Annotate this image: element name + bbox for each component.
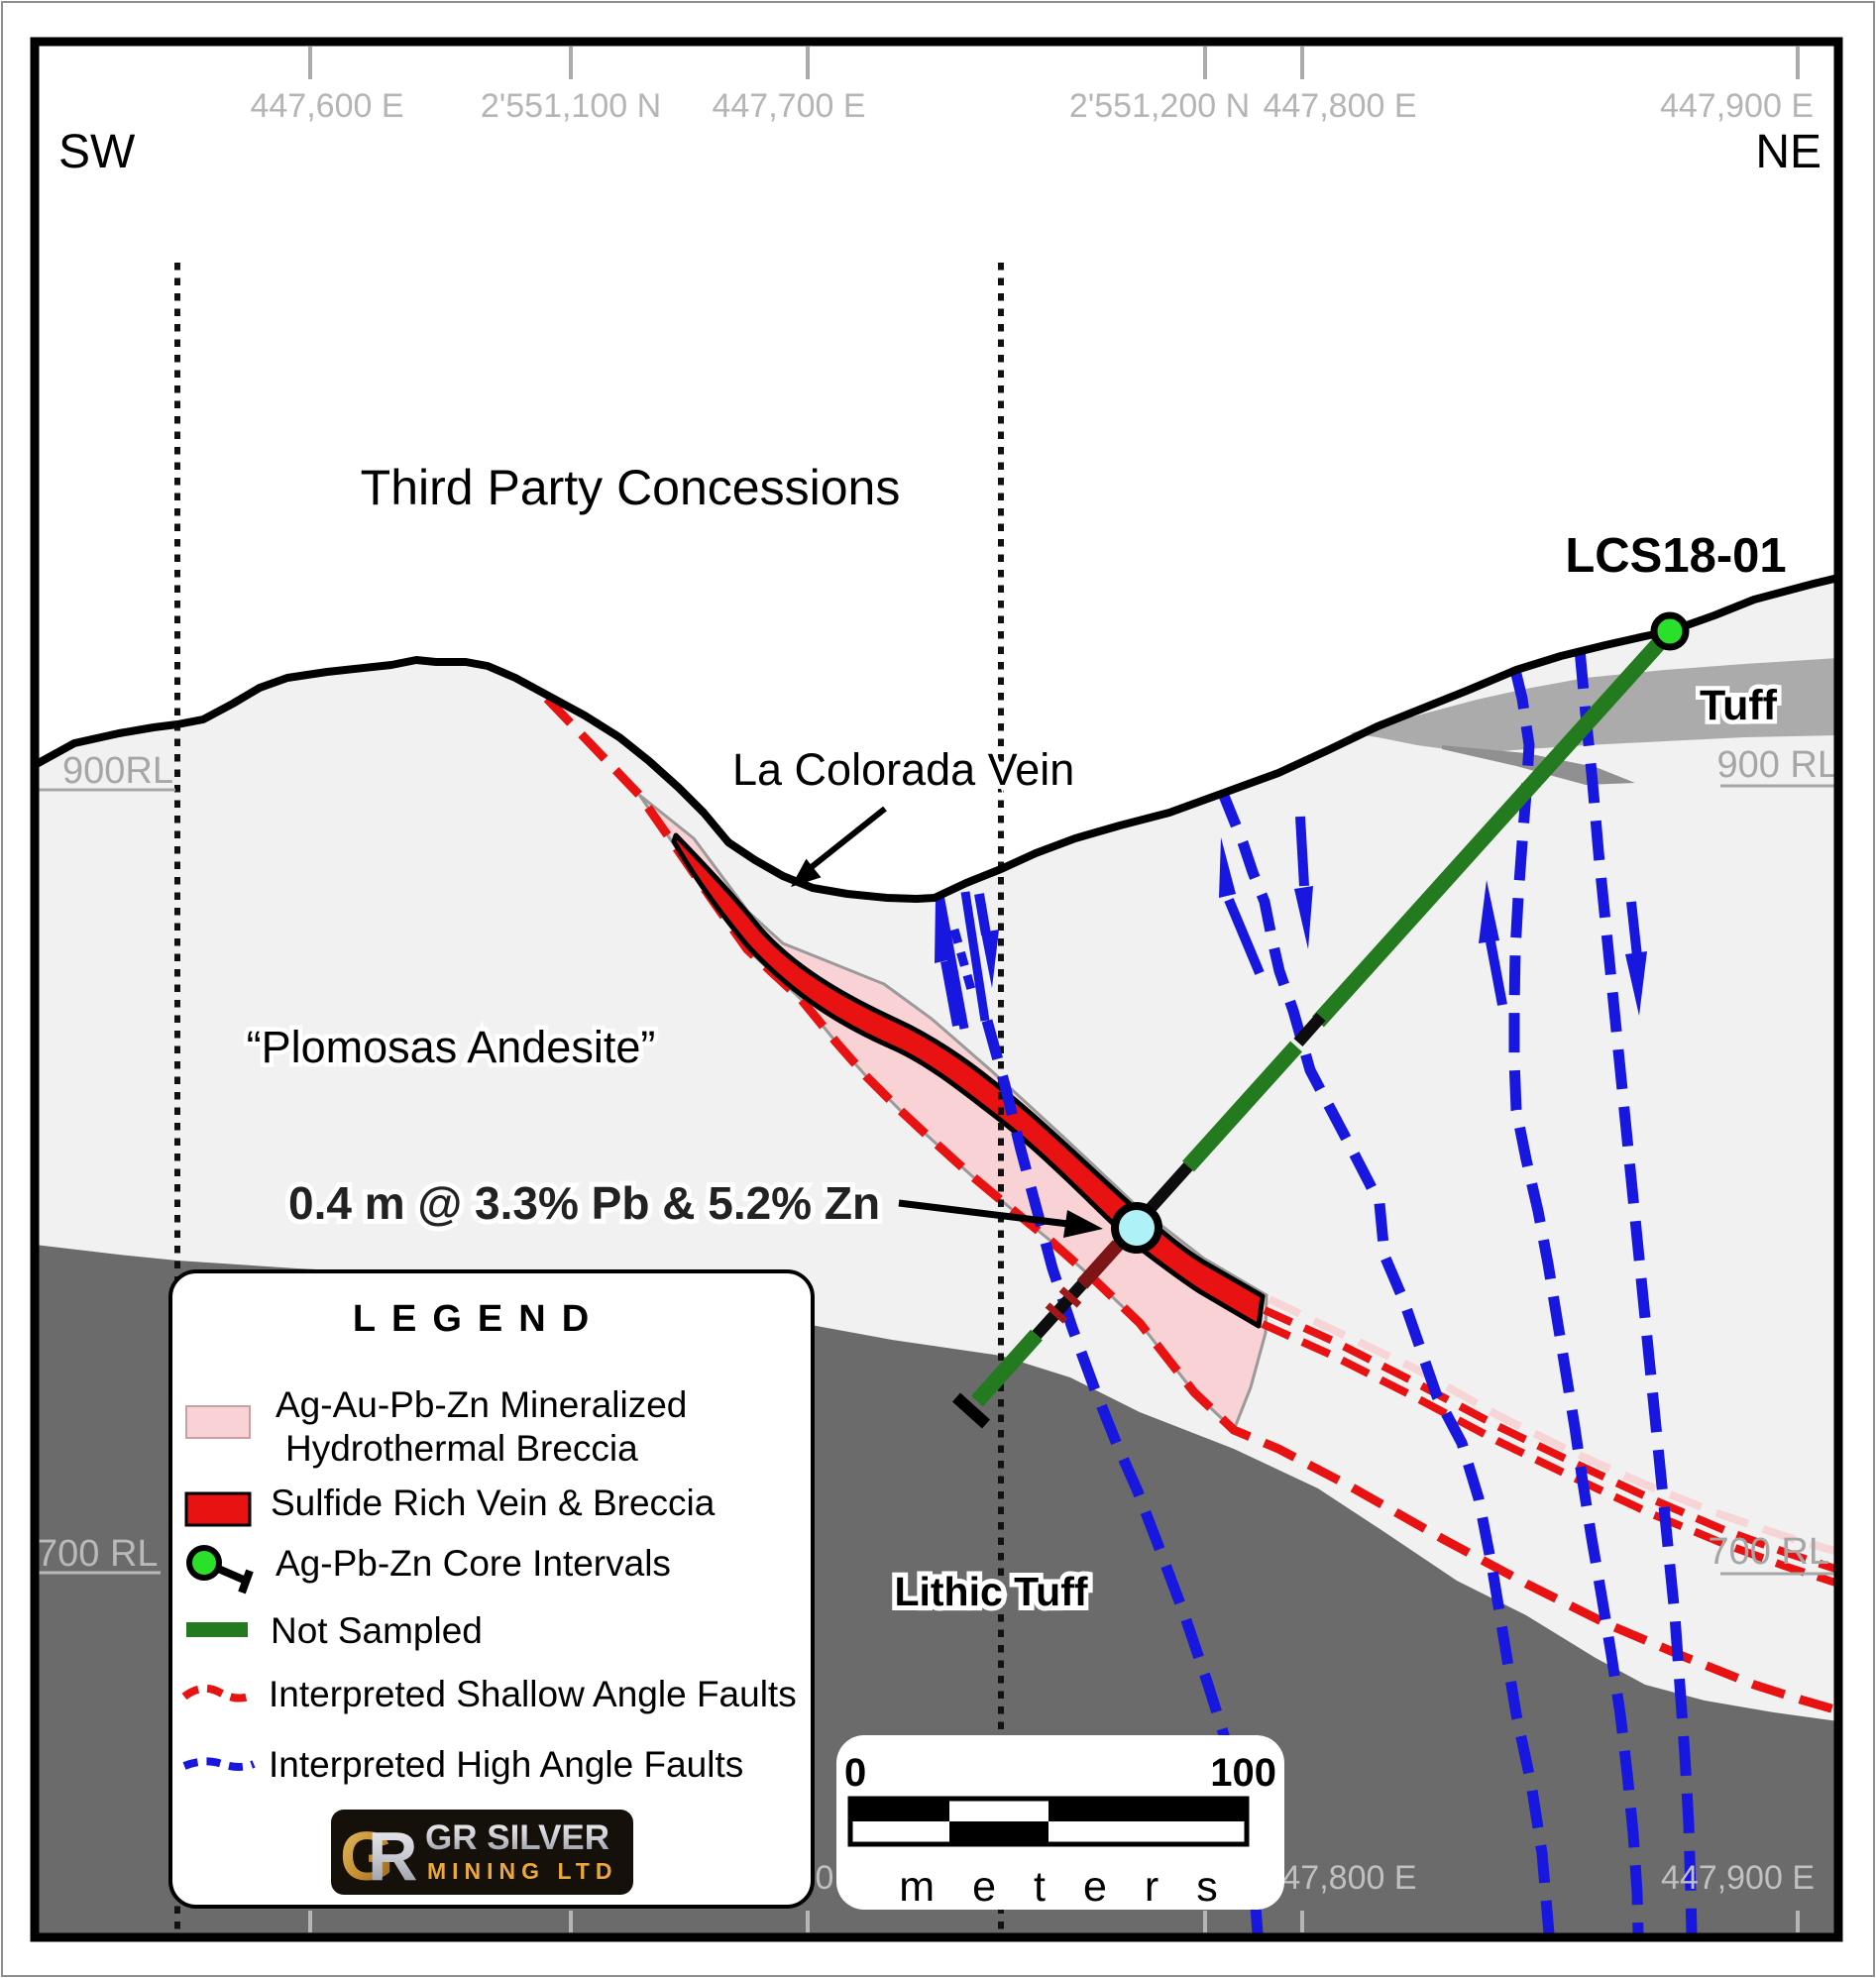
svg-text:GR SILVER: GR SILVER — [425, 1818, 609, 1857]
svg-text:G: G — [340, 1817, 393, 1895]
svg-text:R: R — [368, 1817, 418, 1895]
svg-text:700 RL: 700 RL — [37, 1533, 159, 1575]
svg-text:Sulfide Rich Vein & Breccia: Sulfide Rich Vein & Breccia — [271, 1483, 716, 1523]
svg-text:“Plomosas Andesite”: “Plomosas Andesite” — [247, 1022, 656, 1072]
svg-text:447,900 E: 447,900 E — [1661, 1859, 1815, 1897]
svg-text:SW: SW — [58, 126, 136, 178]
svg-text:NE: NE — [1755, 126, 1821, 178]
svg-text:Ag-Pb-Zn Core Intervals: Ag-Pb-Zn Core Intervals — [276, 1543, 671, 1584]
svg-text:MINING LTD: MINING LTD — [427, 1858, 617, 1884]
svg-text:900RL: 900RL — [62, 750, 173, 792]
svg-text:700 RL: 700 RL — [1708, 1531, 1829, 1573]
svg-text:0: 0 — [844, 1751, 866, 1795]
svg-text:La Colorada Vein: La Colorada Vein — [732, 744, 1074, 795]
svg-text:Not Sampled: Not Sampled — [271, 1610, 483, 1651]
svg-text:Lithic Tuff: Lithic Tuff — [894, 1569, 1087, 1614]
svg-text:Tuff: Tuff — [1700, 682, 1778, 729]
svg-text:Third Party Concessions: Third Party Concessions — [361, 460, 901, 515]
svg-text:447,600 E: 447,600 E — [250, 87, 403, 125]
svg-text:447,800 E: 447,800 E — [1263, 1859, 1416, 1897]
svg-text:Ag-Au-Pb-Zn Mineralized: Ag-Au-Pb-Zn Mineralized — [276, 1384, 687, 1425]
svg-text:Interpreted High Angle Faults: Interpreted High Angle Faults — [269, 1744, 743, 1785]
svg-text:meters: meters — [899, 1863, 1255, 1911]
svg-text:447,900 E: 447,900 E — [1660, 87, 1814, 125]
svg-text:100: 100 — [1210, 1751, 1276, 1795]
svg-text:0.4 m @ 3.3% Pb & 5.2% Zn: 0.4 m @ 3.3% Pb & 5.2% Zn — [288, 1177, 880, 1229]
svg-text:LEGEND: LEGEND — [353, 1298, 605, 1340]
svg-text:900 RL: 900 RL — [1716, 744, 1838, 786]
svg-text:LCS18-01: LCS18-01 — [1565, 529, 1786, 583]
svg-text:447,800 E: 447,800 E — [1263, 87, 1416, 125]
svg-text:447,700 E: 447,700 E — [712, 87, 865, 125]
svg-text:Interpreted Shallow Angle Faul: Interpreted Shallow Angle Faults — [269, 1674, 797, 1714]
svg-text:Hydrothermal Breccia: Hydrothermal Breccia — [285, 1428, 638, 1469]
svg-text:2'551,100 N: 2'551,100 N — [481, 87, 661, 125]
svg-text:2'551,200 N: 2'551,200 N — [1069, 87, 1250, 125]
